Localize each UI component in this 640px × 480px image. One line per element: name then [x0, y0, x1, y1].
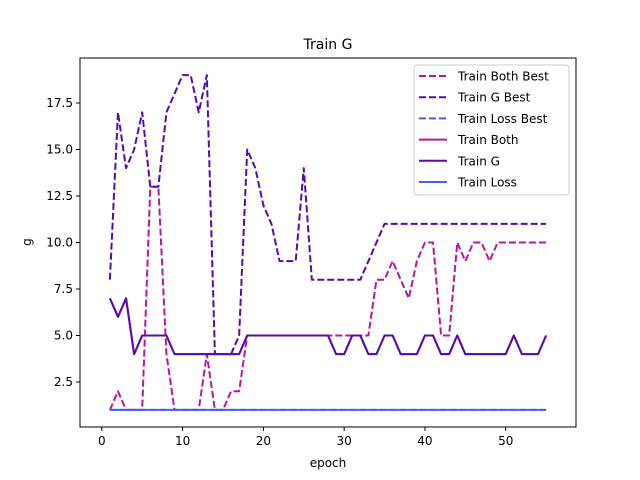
y-tick-label: 2.5	[54, 375, 73, 389]
y-tick-label: 12.5	[46, 189, 73, 203]
y-tick-label: 17.5	[46, 96, 73, 110]
x-tick-label: 30	[337, 434, 352, 448]
legend-label: Train Both Best	[457, 70, 549, 84]
chart-title: Train G	[303, 37, 353, 53]
legend: Train Both Best Train G Best Train Loss Be…	[413, 64, 570, 196]
y-axis: 2.5 5.0 7.5 10.0 12.5 15.0 17.5	[46, 96, 80, 389]
x-tick-label: 50	[498, 434, 513, 448]
x-tick-label: 40	[417, 434, 432, 448]
legend-label: Train Loss	[457, 176, 517, 190]
legend-label: Train G	[457, 154, 500, 168]
legend-box	[413, 64, 570, 196]
series-layer	[108, 74, 548, 411]
x-tick-label: 10	[175, 434, 190, 448]
x-tick-label: 0	[98, 434, 106, 448]
y-tick-label: 15.0	[46, 143, 73, 157]
y-tick-label: 10.0	[46, 236, 73, 250]
legend-label: Train G Best	[457, 91, 531, 105]
legend-label: Train Both	[457, 133, 519, 147]
x-axis: 0 10 20 30 40 50	[98, 427, 513, 448]
legend-label: Train Loss Best	[457, 112, 548, 126]
y-axis-title: g	[20, 238, 34, 246]
x-axis-title: epoch	[310, 456, 347, 470]
series-line-train-g-best	[108, 74, 547, 356]
y-tick-label: 5.0	[54, 328, 73, 342]
y-tick-label: 7.5	[54, 282, 73, 296]
x-tick-label: 20	[256, 434, 271, 448]
series-line-train-g	[108, 297, 548, 356]
